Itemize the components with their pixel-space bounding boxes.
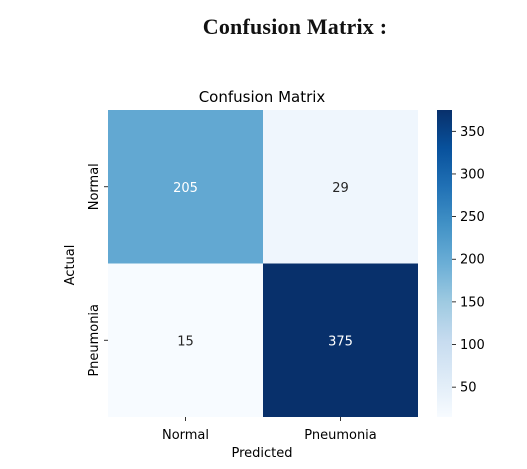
colorbar-tick-label: 300 [460, 167, 485, 182]
cell-value-label: 375 [328, 334, 353, 349]
colorbar-gradient [437, 110, 452, 417]
x-tick-label: Pneumonia [304, 428, 377, 443]
heatmap-cell [263, 110, 418, 264]
x-axis-label: Predicted [231, 446, 292, 461]
colorbar-tick-label: 150 [460, 295, 485, 310]
heatmap-cell [108, 263, 263, 417]
x-axis: Normal Pneumonia [162, 417, 377, 443]
x-tick-label: Normal [162, 428, 209, 443]
cell-value-labels: 205 29 15 375 [173, 181, 353, 350]
chart-title: Confusion Matrix [199, 88, 326, 106]
cell-value-label: 29 [332, 181, 349, 196]
y-tick-label: Normal [87, 163, 102, 210]
colorbar-tick-label: 100 [460, 338, 485, 353]
heatmap-cells [108, 110, 418, 417]
y-axis-label: Actual [63, 245, 78, 286]
cell-value-label: 205 [173, 181, 198, 196]
colorbar: 50 100 150 200 250 300 350 [437, 110, 485, 417]
colorbar-tick-label: 50 [460, 381, 477, 396]
colorbar-tick-label: 250 [460, 210, 485, 225]
heatmap-cell [263, 263, 418, 417]
heatmap-cell [108, 110, 263, 264]
page-heading: Confusion Matrix : [202, 14, 388, 39]
y-axis: Normal Pneumonia [87, 163, 108, 377]
y-tick-label: Pneumonia [87, 304, 102, 377]
colorbar-tick-label: 350 [460, 125, 485, 140]
colorbar-tick-label: 200 [460, 253, 485, 268]
cell-value-label: 15 [177, 334, 194, 349]
colorbar-ticks: 50 100 150 200 250 300 350 [452, 125, 485, 396]
